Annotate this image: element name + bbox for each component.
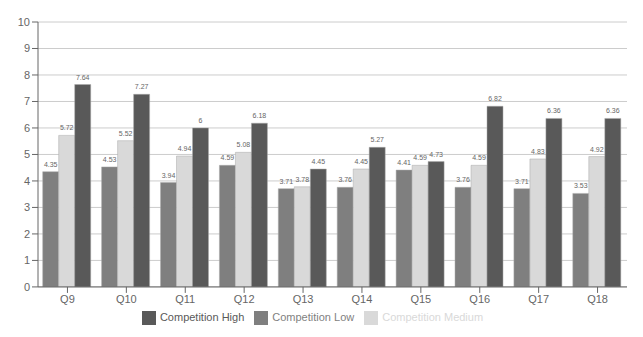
svg-text:Q12: Q12 xyxy=(234,293,255,305)
svg-text:8: 8 xyxy=(24,69,30,81)
svg-text:Q16: Q16 xyxy=(469,293,490,305)
svg-text:4.41: 4.41 xyxy=(397,159,411,166)
svg-text:3.71: 3.71 xyxy=(515,178,529,185)
svg-text:Q11: Q11 xyxy=(175,293,195,305)
svg-text:5.27: 5.27 xyxy=(370,136,384,143)
svg-text:5.08: 5.08 xyxy=(237,141,251,148)
svg-text:4.35: 4.35 xyxy=(44,161,58,168)
svg-text:3.76: 3.76 xyxy=(338,176,352,183)
svg-text:4.59: 4.59 xyxy=(221,154,235,161)
svg-text:4: 4 xyxy=(24,175,30,187)
html-text:Competition Medium: Competition Medium xyxy=(382,310,484,323)
svg-text:Q13: Q13 xyxy=(293,293,314,305)
svg-text:9: 9 xyxy=(24,42,30,54)
svg-text:3.71: 3.71 xyxy=(279,178,293,185)
svg-text:Q14: Q14 xyxy=(352,293,373,305)
svg-text:4.59: 4.59 xyxy=(413,154,427,161)
svg-text:6.18: 6.18 xyxy=(253,112,267,119)
svg-text:6.82: 6.82 xyxy=(488,95,502,102)
svg-text:4.45: 4.45 xyxy=(311,158,325,165)
svg-text:5: 5 xyxy=(24,148,30,160)
svg-text:4.53: 4.53 xyxy=(103,156,117,163)
html-text:Competition Low: Competition Low xyxy=(272,310,355,323)
svg-text:6.36: 6.36 xyxy=(547,107,561,114)
svg-text:3.78: 3.78 xyxy=(295,176,309,183)
svg-text:2: 2 xyxy=(24,228,30,240)
svg-text:5.52: 5.52 xyxy=(119,130,133,137)
svg-text:Q18: Q18 xyxy=(587,293,608,305)
html-text:Competition High: Competition High xyxy=(159,310,245,323)
svg-text:4.59: 4.59 xyxy=(472,154,486,161)
svg-text:4.92: 4.92 xyxy=(590,146,604,153)
svg-text:4.83: 4.83 xyxy=(531,148,545,155)
svg-text:Q17: Q17 xyxy=(528,293,549,305)
svg-text:4.73: 4.73 xyxy=(429,151,443,158)
svg-text:3.53: 3.53 xyxy=(574,182,588,189)
svg-text:10: 10 xyxy=(18,16,30,28)
svg-text:7: 7 xyxy=(24,95,30,107)
svg-text:6.36: 6.36 xyxy=(606,107,620,114)
svg-text:3: 3 xyxy=(24,201,30,213)
svg-text:Q9: Q9 xyxy=(60,293,75,305)
svg-text:3.94: 3.94 xyxy=(162,172,176,179)
svg-text:7.27: 7.27 xyxy=(135,83,149,90)
svg-text:4.45: 4.45 xyxy=(354,158,368,165)
svg-text:6: 6 xyxy=(199,117,203,124)
svg-text:3.76: 3.76 xyxy=(456,176,470,183)
svg-text:Q10: Q10 xyxy=(116,293,137,305)
svg-text:Q15: Q15 xyxy=(410,293,431,305)
svg-text:0: 0 xyxy=(24,281,30,293)
svg-text:7.64: 7.64 xyxy=(76,74,90,81)
svg-text:6: 6 xyxy=(24,122,30,134)
svg-text:1: 1 xyxy=(24,254,30,266)
svg-text:5.72: 5.72 xyxy=(60,124,74,131)
svg-text:4.94: 4.94 xyxy=(178,145,192,152)
